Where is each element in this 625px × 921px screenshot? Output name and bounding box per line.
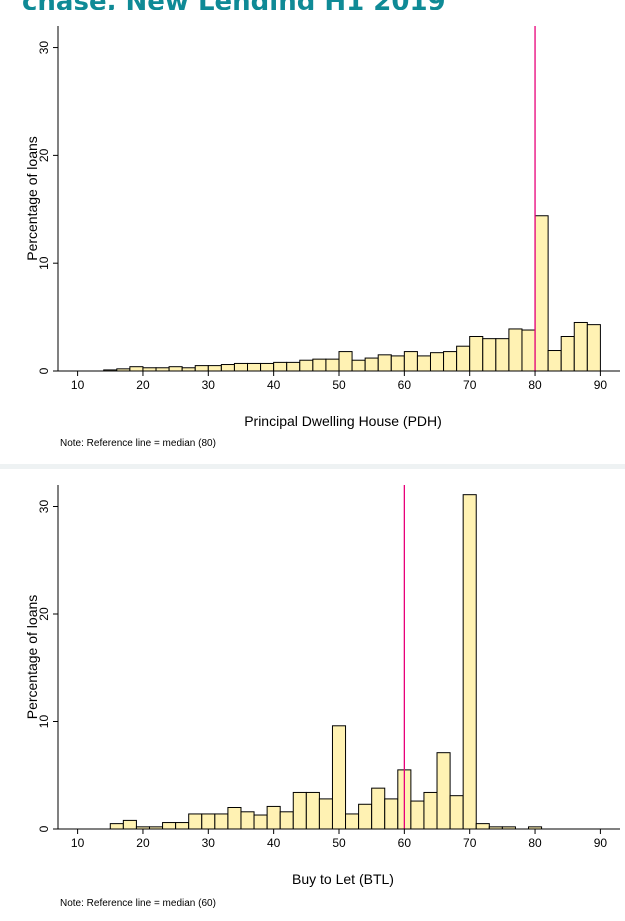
- x-tick-label: 60: [398, 378, 412, 392]
- x-tick-label: 10: [71, 836, 85, 850]
- histogram-bar: [482, 338, 497, 372]
- chart-btl: 10 20 30 40 50 60 70 80 90 0 10 20 30 Percentage of l…: [24, 485, 620, 909]
- histogram-bar: [462, 494, 477, 830]
- histogram-bar: [456, 345, 471, 372]
- x-tick-label: 60: [398, 836, 412, 850]
- x-tick-label: 80: [528, 836, 542, 850]
- y-tick-label: 20: [37, 148, 51, 162]
- histogram-bar: [175, 822, 190, 830]
- histogram-bar: [390, 355, 405, 372]
- chart-panel-btl: 10 20 30 40 50 60 70 80 90 0 10 20 30 Percentage of l…: [8, 469, 621, 921]
- histogram-bar: [109, 823, 124, 830]
- x-tick-label: 30: [202, 378, 216, 392]
- histogram-bar: [495, 338, 510, 372]
- histogram-bar: [292, 791, 307, 830]
- histogram-bar: [318, 798, 333, 830]
- histogram-bar: [253, 814, 268, 830]
- y-tick-label: 30: [37, 41, 51, 55]
- histogram-bar: [521, 329, 536, 372]
- histogram-bar: [207, 365, 222, 372]
- x-tick-label: 90: [594, 836, 608, 850]
- x-tick-label: 90: [594, 378, 608, 392]
- x-axis-title: Buy to Let (BTL): [292, 871, 394, 887]
- histogram-bar: [547, 350, 562, 372]
- histogram-bar: [345, 813, 360, 830]
- histogram-bar: [312, 358, 327, 372]
- y-tick-label: 10: [37, 715, 51, 729]
- histogram-bar: [469, 336, 484, 372]
- histogram-bar: [194, 365, 209, 372]
- x-tick-label: 10: [71, 378, 85, 392]
- x-tick-label: 40: [267, 378, 281, 392]
- histogram-bar: [449, 795, 464, 830]
- histogram-bar: [247, 362, 262, 372]
- histogram-bar: [560, 336, 575, 372]
- histogram-bar: [403, 351, 418, 372]
- histogram-bar: [443, 351, 458, 372]
- histogram-bar: [201, 813, 216, 830]
- y-tick-label: 0: [37, 367, 51, 374]
- histogram-bar: [299, 359, 314, 372]
- histogram-bar: [286, 361, 301, 372]
- histogram-bar: [122, 819, 137, 830]
- histogram-bar: [423, 791, 438, 830]
- y-axis-title: Percentage of loans: [24, 136, 40, 261]
- histogram-bar: [273, 361, 288, 372]
- histogram-bar: [168, 366, 183, 372]
- histogram-bar: [351, 359, 366, 372]
- histogram-bar: [573, 321, 588, 372]
- histogram-bar: [260, 362, 275, 372]
- y-tick-label: 10: [37, 256, 51, 270]
- histogram-bar: [364, 357, 379, 372]
- y-tick-label: 0: [37, 825, 51, 832]
- chart-panel-pdh: 10 20 30 40 50 60 70 80 90 0 10 20 30 Percentage of l…: [8, 10, 621, 462]
- x-tick-label: 20: [136, 378, 150, 392]
- x-tick-label: 80: [528, 378, 542, 392]
- histogram-bar: [279, 811, 294, 830]
- histogram-bar: [416, 355, 431, 372]
- histogram-bar: [534, 215, 549, 372]
- x-tick-label: 50: [332, 836, 346, 850]
- histogram-bar: [325, 358, 340, 372]
- histogram-bar: [214, 813, 229, 830]
- chart-pdh: 10 20 30 40 50 60 70 80 90 0 10 20 30 Percentage of l…: [24, 26, 620, 449]
- histogram-bar: [331, 725, 347, 830]
- x-tick-label: 70: [463, 378, 477, 392]
- histogram-bar: [358, 803, 373, 830]
- chart-note: Note: Reference line = median (80): [60, 438, 216, 449]
- x-axis-title: Principal Dwelling House (PDH): [244, 413, 442, 429]
- chart-note: Note: Reference line = median (60): [60, 898, 216, 909]
- y-tick-label: 30: [37, 500, 51, 514]
- histogram-bar: [508, 328, 523, 372]
- histogram-bar: [305, 791, 320, 830]
- histogram-bar: [410, 800, 425, 830]
- histogram-bar: [227, 807, 242, 830]
- histogram-bar: [129, 366, 144, 372]
- histogram-bar: [220, 364, 235, 372]
- histogram-bar: [436, 752, 451, 830]
- x-tick-label: 70: [463, 836, 477, 850]
- histogram-bar: [338, 351, 353, 372]
- panel-divider: [0, 464, 625, 469]
- histogram-bar: [240, 811, 255, 830]
- x-tick-label: 50: [332, 378, 346, 392]
- histogram-bar: [384, 798, 399, 830]
- histogram-bar: [475, 823, 490, 830]
- y-tick-label: 20: [37, 607, 51, 621]
- histogram-bar: [377, 354, 392, 372]
- histogram-bar: [188, 813, 203, 830]
- x-tick-label: 40: [267, 836, 281, 850]
- histogram-bar: [429, 352, 445, 372]
- x-tick-label: 30: [202, 836, 216, 850]
- histogram-bar: [233, 362, 249, 372]
- histogram-bar: [586, 324, 601, 372]
- histogram-bar: [266, 805, 281, 830]
- x-tick-label: 20: [136, 836, 150, 850]
- histogram-bar: [162, 822, 177, 830]
- y-axis-title: Percentage of loans: [24, 595, 40, 720]
- histogram-bar: [371, 787, 386, 830]
